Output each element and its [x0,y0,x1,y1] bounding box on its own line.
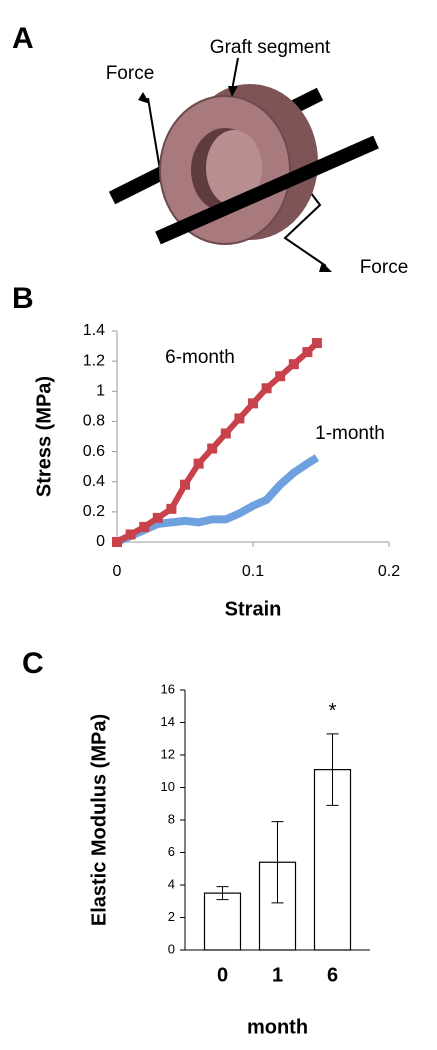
x-axis-title: month [247,1016,308,1038]
marker [166,503,177,514]
annotation: * [329,700,337,722]
pointer [231,57,239,91]
y-tick-label: 0 [96,533,105,550]
y-axis-title: Stress (MPa) [33,376,55,497]
arrow-head [138,92,150,104]
ring-inner [206,130,262,206]
marker [139,521,150,532]
arrow-head [228,86,238,97]
marker [152,512,163,523]
marker [311,338,322,349]
marker [125,529,136,540]
bar [203,892,242,951]
marker [302,347,313,358]
rod [155,135,379,245]
y-tick-label: 2 [168,909,175,924]
panel-label: A [12,22,34,55]
arrow-head [319,262,332,272]
series-label: 1-month [315,423,385,444]
y-tick-label: 1 [96,383,105,400]
y-tick-label: 1.2 [83,352,105,369]
error-bar [326,733,339,806]
marker [234,413,245,424]
marker [112,537,122,547]
y-tick-label: 12 [161,746,175,761]
y-tick-label: 0.2 [83,503,105,520]
y-tick-label: 0 [168,941,175,956]
error-bar [271,821,284,904]
x-axis-title: Strain [225,598,282,620]
graft-label: Graft segment [210,37,331,58]
x-tick-label: 0 [113,563,122,580]
y-tick-label: 0.6 [83,443,105,460]
marker [207,443,218,454]
x-tick-label: 0.1 [242,563,264,580]
y-tick-label: 16 [161,681,175,696]
y-tick-label: 10 [161,779,175,794]
series-line [115,340,319,545]
marker [275,371,286,382]
force-label: Force [360,257,409,278]
force-label: Force [106,63,155,84]
y-tick-label: 0.4 [83,473,105,490]
y-tick-label: 4 [168,876,175,891]
marker [193,458,204,469]
error-bar [216,886,229,901]
marker [180,479,190,490]
x-tick-label: 0.2 [378,563,400,580]
marker [248,398,258,409]
marker [288,359,299,370]
y-tick-label: 14 [161,714,175,729]
panel-label: C [22,647,44,680]
marker [261,383,272,394]
series-label: 6-month [165,347,235,368]
graft-diagram [108,57,379,272]
y-tick-label: 1.4 [83,322,105,339]
series-line [115,454,320,546]
y-tick-label: 6 [168,844,175,859]
y-tick-label: 8 [168,811,175,826]
y-tick-label: 0.8 [83,413,105,430]
x-tick-label: 6 [327,964,338,986]
y-axis-title: Elastic Modulus (MPa) [88,714,110,926]
marker [220,428,231,439]
x-tick-label: 1 [272,964,283,986]
x-tick-label: 0 [217,964,228,986]
panel-label: B [12,282,34,315]
